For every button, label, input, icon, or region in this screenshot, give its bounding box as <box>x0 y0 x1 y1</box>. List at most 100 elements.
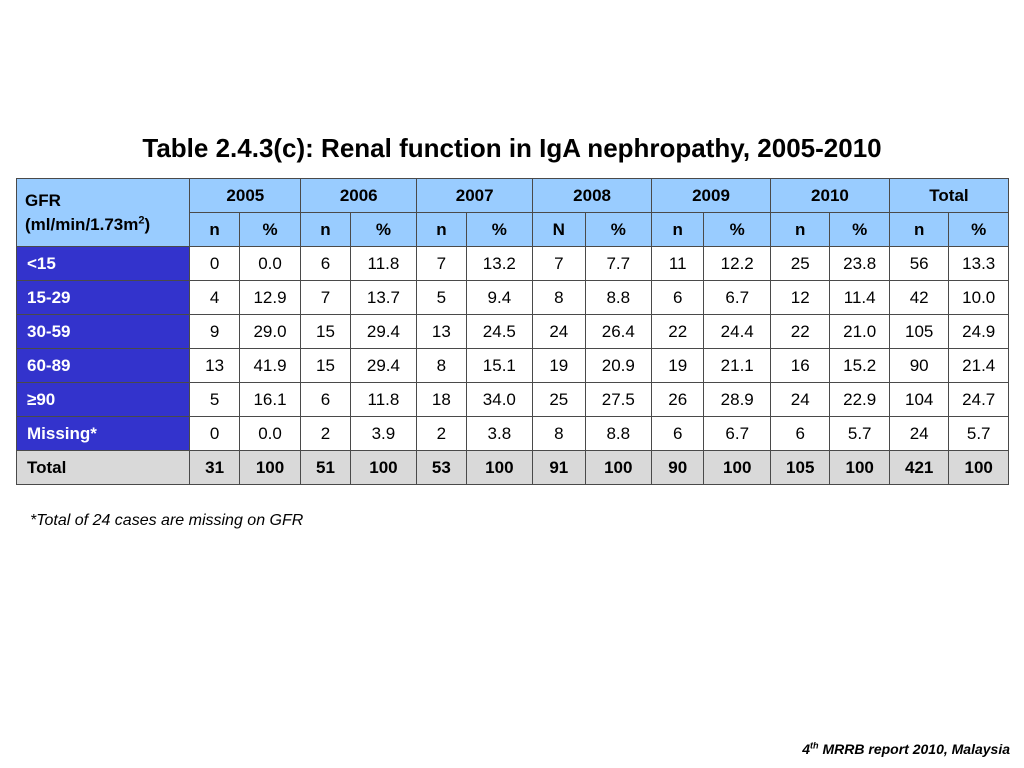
subheader-cell: % <box>829 212 890 247</box>
table-cell: 91 <box>532 450 586 485</box>
table-cell: 4 <box>189 280 240 315</box>
table-row: Missing* 0 0.0 2 3.9 2 3.8 8 8.8 6 6.7 6 5.7 24 5.7 <box>15 416 1009 451</box>
year-header: 2008 <box>532 178 653 213</box>
table-cell: 8.8 <box>584 416 653 451</box>
subheader-cell: % <box>349 212 418 247</box>
table-cell: 6 <box>651 416 705 451</box>
table-cell: 5 <box>416 280 467 315</box>
table-cell: 24 <box>769 382 831 417</box>
subheader-cell: % <box>584 212 653 247</box>
subheader-cell: % <box>703 212 771 247</box>
table-cell: 0 <box>189 246 240 281</box>
table-cell: 6 <box>300 246 351 281</box>
table-cell: 26.4 <box>584 314 653 349</box>
table-cell: 26 <box>651 382 705 417</box>
table-cell: 6 <box>651 280 705 315</box>
table-row: ≥90 5 16.1 6 11.8 18 34.0 25 27.5 26 28.9 24 22.9 104… <box>15 382 1009 417</box>
table-cell: 22 <box>769 314 831 349</box>
table-cell: 13 <box>416 314 467 349</box>
table-cell: 28.9 <box>703 382 771 417</box>
table-cell: 13.2 <box>465 246 534 281</box>
subheader-cell: n <box>300 212 351 247</box>
subheader-cell: % <box>465 212 534 247</box>
row-label: <15 <box>15 246 191 281</box>
year-header: Total <box>888 178 1010 213</box>
subheader-cell: n <box>416 212 467 247</box>
subheader-cell: % <box>238 212 302 247</box>
table-cell: 8 <box>532 280 586 315</box>
table-cell: 29.4 <box>349 348 418 383</box>
gfr-header-unit-close: ) <box>144 214 151 234</box>
table-cell: 16 <box>769 348 831 383</box>
table-cell: 13 <box>189 348 240 383</box>
source-ordinal-suffix: th <box>810 740 819 751</box>
gfr-header-unit-sup: 2 <box>138 213 145 226</box>
row-label: 15-29 <box>15 280 191 315</box>
table-cell: 7.7 <box>584 246 653 281</box>
table-cell: 53 <box>416 450 467 485</box>
table-cell: 6.7 <box>703 416 771 451</box>
table-cell: 20.9 <box>584 348 653 383</box>
table-cell: 0.0 <box>238 246 302 281</box>
table-cell: 8 <box>532 416 586 451</box>
table-cell: 100 <box>349 450 418 485</box>
table-cell: 7 <box>300 280 351 315</box>
table-cell: 11.8 <box>349 246 418 281</box>
table-cell: 13.7 <box>349 280 418 315</box>
table-cell: 24.5 <box>465 314 534 349</box>
row-label: ≥90 <box>15 382 191 417</box>
table-cell: 100 <box>703 450 771 485</box>
table-cell: 100 <box>948 450 1009 485</box>
table-cell: 18 <box>416 382 467 417</box>
table-cell: 105 <box>888 314 950 349</box>
table-cell: 104 <box>888 382 950 417</box>
table-cell: 90 <box>888 348 950 383</box>
table-cell: 24 <box>532 314 586 349</box>
table-cell: 6 <box>769 416 831 451</box>
source-citation: 4th MRRB report 2010, Malaysia <box>802 741 1010 757</box>
row-label: Missing* <box>15 416 191 451</box>
year-header: 2009 <box>651 178 771 213</box>
table-cell: 7 <box>416 246 467 281</box>
subheader-row: n % n % n % N % n % n % n % <box>17 212 1009 247</box>
table-cell: 11 <box>651 246 705 281</box>
year-header: 2005 <box>189 178 302 213</box>
subheader-cell: n <box>769 212 831 247</box>
table-cell: 24 <box>888 416 950 451</box>
table-cell: 6 <box>300 382 351 417</box>
table-cell: 8 <box>416 348 467 383</box>
table-title: Table 2.4.3(c): Renal function in IgA ne… <box>142 133 882 163</box>
row-label: 30-59 <box>15 314 191 349</box>
table-cell: 90 <box>651 450 705 485</box>
table-row: 15-29 4 12.9 7 13.7 5 9.4 8 8.8 6 6.7 12 11.4 42 10.0 <box>15 280 1009 315</box>
table-cell: 100 <box>238 450 302 485</box>
table-cell: 13.3 <box>948 246 1009 281</box>
table-cell: 21.1 <box>703 348 771 383</box>
table-cell: 5.7 <box>829 416 890 451</box>
subheader-cell: n <box>888 212 950 247</box>
table-cell: 3.9 <box>349 416 418 451</box>
table-cell: 11.8 <box>349 382 418 417</box>
table-cell: 8.8 <box>584 280 653 315</box>
table-cell: 19 <box>651 348 705 383</box>
table-cell: 24.7 <box>948 382 1009 417</box>
table-cell: 100 <box>829 450 890 485</box>
table-cell: 19 <box>532 348 586 383</box>
table-cell: 5.7 <box>948 416 1009 451</box>
table-cell: 421 <box>888 450 950 485</box>
table-cell: 51 <box>300 450 351 485</box>
table-cell: 5 <box>189 382 240 417</box>
source-text: MRRB report 2010, Malaysia <box>818 741 1010 757</box>
table-cell: 11.4 <box>829 280 890 315</box>
table-cell: 2 <box>416 416 467 451</box>
table-cell: 9.4 <box>465 280 534 315</box>
table-cell: 25 <box>532 382 586 417</box>
gfr-header-label: GFR <box>25 190 61 210</box>
table-cell: 6.7 <box>703 280 771 315</box>
table-cell: 15 <box>300 348 351 383</box>
table-cell: 27.5 <box>584 382 653 417</box>
table-cell: 15.1 <box>465 348 534 383</box>
table-cell: 7 <box>532 246 586 281</box>
table-cell: 29.0 <box>238 314 302 349</box>
table-header: GFR (ml/min/1.73m2) 2005 2006 2007 2008 … <box>15 178 1010 247</box>
